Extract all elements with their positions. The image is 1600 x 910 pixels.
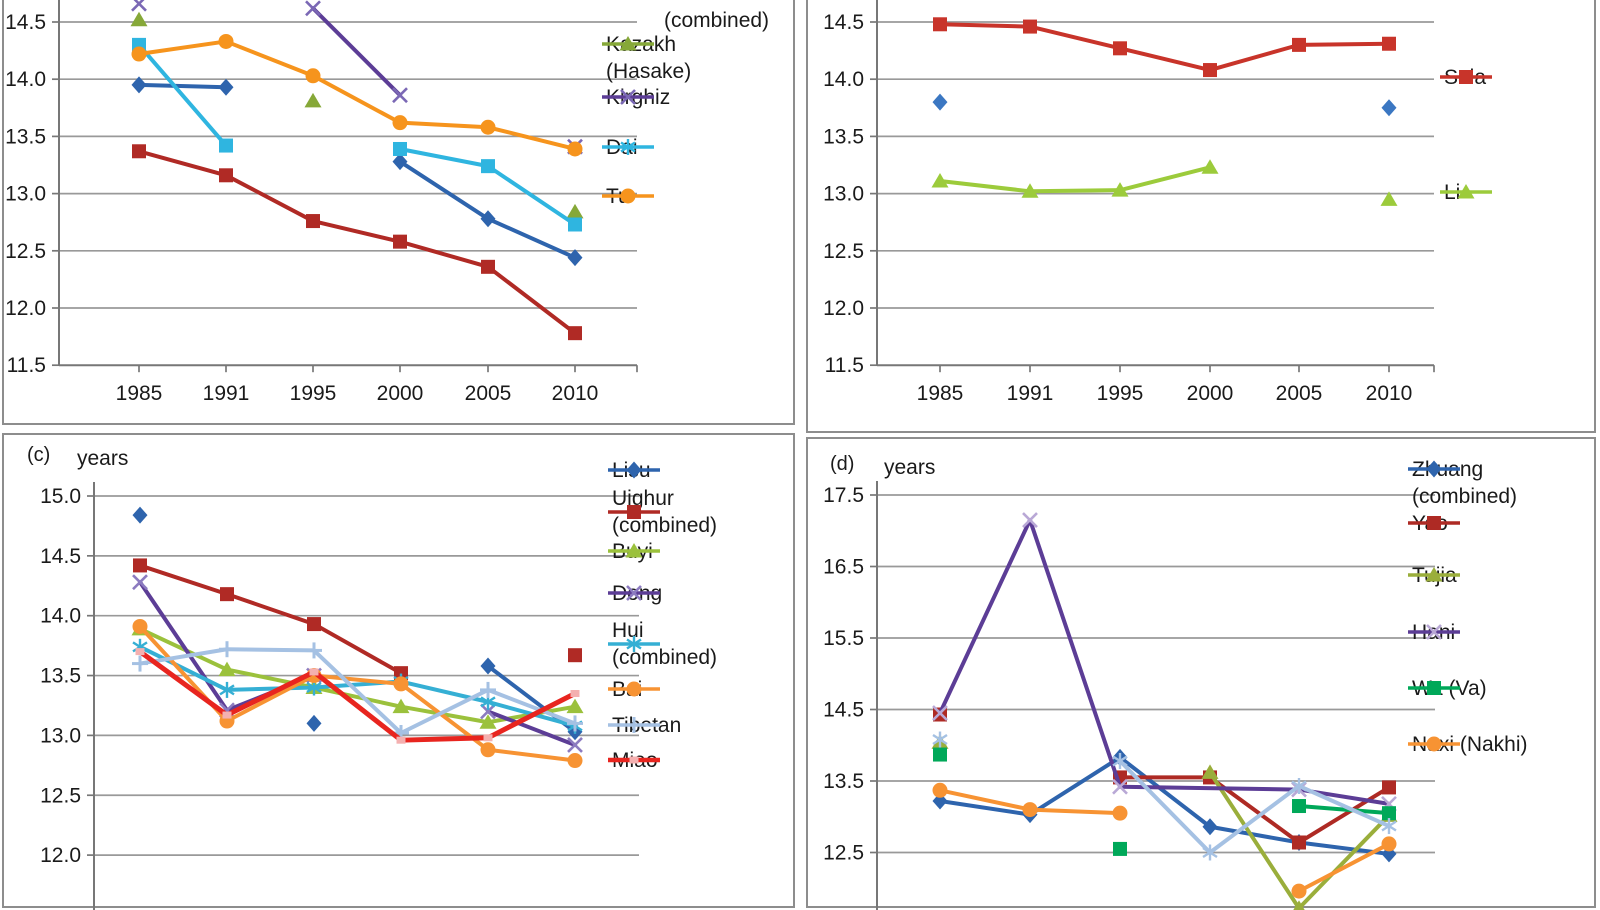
miao-legend-marker-icon [608,756,660,764]
svg-text:12.0: 12.0 [823,297,864,320]
tibetan-legend-marker-icon [608,717,660,733]
hani-legend-marker-icon [1408,624,1460,640]
svg-text:15.5: 15.5 [823,627,864,650]
legend-item-c-dong: Dong [606,580,662,607]
panel-b: 14.5 14.0 13.5 13.0 12.5 12.0 11.5 1985 1991 1995… [806,0,1596,433]
legend-item-c-miao: Miao [606,747,660,774]
svg-text:15.0: 15.0 [40,485,81,508]
panel-c: (c) years 15.0 14.5 14.0 13.5 13.0 12.5 12.0 Li… [2,433,795,910]
lisu-legend-marker-icon [608,461,660,479]
legend-item-d-naxi-nakhi: Naxi (Nakhi) [1406,731,1528,758]
legend-item-label: (combined) [664,9,770,32]
legend-spacer [600,7,658,33]
kirghiz-legend-marker-icon [602,89,654,105]
legend-item-c-buyi: Buyi [606,538,660,565]
svg-text:12.5: 12.5 [40,784,81,807]
legend-item-d-zhuang: Zhuang (combined) [1406,456,1517,510]
svg-text:1995: 1995 [1097,382,1144,405]
svg-text:1991: 1991 [203,382,250,405]
legend-item-label: Naxi (Nakhi) [1412,733,1528,756]
sala-legend-marker-icon [1440,70,1492,84]
panel-c-letter: (c) [27,444,51,466]
svg-text:16.5: 16.5 [823,556,864,579]
dong-legend-marker-icon [608,585,660,601]
legend-item-d-tujia: Tujia [1406,562,1460,589]
svg-text:13.5: 13.5 [5,125,46,148]
wa-va--legend-marker-icon [1408,681,1460,695]
svg-text:2000: 2000 [377,382,424,405]
panel-d-letter: (d) [830,453,855,475]
bai-legend-marker-icon [608,681,660,697]
svg-text:2005: 2005 [465,382,512,405]
buyi-legend-marker-icon [608,543,660,558]
kazakh-legend-marker-icon [602,36,654,51]
svg-text:14.5: 14.5 [823,699,864,722]
svg-text:2000: 2000 [1187,382,1234,405]
chart-b: 14.5 14.0 13.5 13.0 12.5 12.0 11.5 1985 1991 1995… [823,0,1435,405]
svg-text:14.0: 14.0 [5,68,46,91]
svg-text:2010: 2010 [1366,382,1413,405]
hui-legend-marker-icon [608,635,660,652]
svg-text:11.5: 11.5 [7,354,46,377]
svg-text:13.5: 13.5 [823,125,864,148]
svg-text:14.5: 14.5 [40,545,81,568]
svg-text:13.0: 13.0 [823,183,864,206]
tu-legend-marker-icon [602,188,654,204]
legend-item-d-wa-va: Wa (Va) [1406,675,1487,702]
svg-text:13.0: 13.0 [5,183,46,206]
legend-item-c-uighur: Uighur (combined) [606,485,717,539]
svg-text:14.5: 14.5 [5,11,46,34]
chart-a: 14.5 14.0 13.5 13.0 12.5 12.0 11.5 1985 1991 1995… [5,0,638,405]
svg-text:14.5: 14.5 [823,11,864,34]
svg-text:13.0: 13.0 [40,724,81,747]
legend-item-c-bai: Bai [606,676,660,703]
svg-text:2010: 2010 [552,382,599,405]
svg-text:12.5: 12.5 [5,240,46,263]
zhuang-legend-marker-icon [1408,460,1460,478]
li-legend-marker-icon [1440,184,1492,199]
legend-item-a-dai: Dai [600,134,654,161]
panel-c-years-label: years [77,447,129,470]
legend-item-d-yao: Yao [1406,510,1460,537]
legend-item-d-hani: Hani [1406,619,1460,646]
chart-c: 15.0 14.5 14.0 13.5 13.0 12.5 12.0 [40,482,639,910]
panel-d-years-label: years [884,456,936,479]
legend-item-b-li: Li [1438,179,1492,206]
svg-text:12.5: 12.5 [823,842,864,865]
svg-text:1985: 1985 [917,382,964,405]
chart-d: 17.5 16.5 15.5 14.5 13.5 12.5 [823,481,1435,910]
panel-a: 14.5 14.0 13.5 13.0 12.5 12.0 11.5 1985 1991 1995… [2,0,795,425]
svg-text:12.0: 12.0 [5,297,46,320]
svg-text:1985: 1985 [116,382,163,405]
legend-item-a-combined: (combined) [600,7,769,34]
svg-text:12.5: 12.5 [823,240,864,263]
svg-text:14.0: 14.0 [823,68,864,91]
naxi-nakhi--legend-marker-icon [1408,736,1460,752]
dai-legend-marker-icon [602,139,654,155]
legend-item-a-tu: Tu [600,183,654,210]
svg-text:11.5: 11.5 [825,354,864,377]
legend-item-c-hui: Hui (combined) [606,617,717,671]
svg-text:13.5: 13.5 [40,665,81,688]
svg-text:17.5: 17.5 [823,484,864,507]
svg-text:2005: 2005 [1276,382,1323,405]
svg-text:13.5: 13.5 [823,770,864,793]
legend-item-c-tibetan: Tibetan [606,712,681,739]
svg-text:1995: 1995 [290,382,337,405]
uighur-legend-marker-icon [608,504,660,519]
svg-text:12.0: 12.0 [40,844,81,867]
legend-item-a-kazakh: Kazakh (Hasake) [600,31,691,85]
svg-text:1991: 1991 [1007,382,1054,405]
svg-text:14.0: 14.0 [40,605,81,628]
legend-item-label: Hui (combined) [612,619,718,669]
panel-d: (d) years 17.5 16.5 15.5 14.5 13.5 12.5 Zhuang… [806,437,1596,910]
yao-legend-marker-icon [1408,516,1460,530]
tujia-legend-marker-icon [1408,567,1460,582]
legend-item-b-sala: Sala [1438,64,1492,91]
legend-item-a-kirghiz: Kirghiz [600,84,670,111]
legend-item-c-lisu: Lisu [606,457,660,484]
legend-item-label: Uighur (combined) [612,487,718,537]
